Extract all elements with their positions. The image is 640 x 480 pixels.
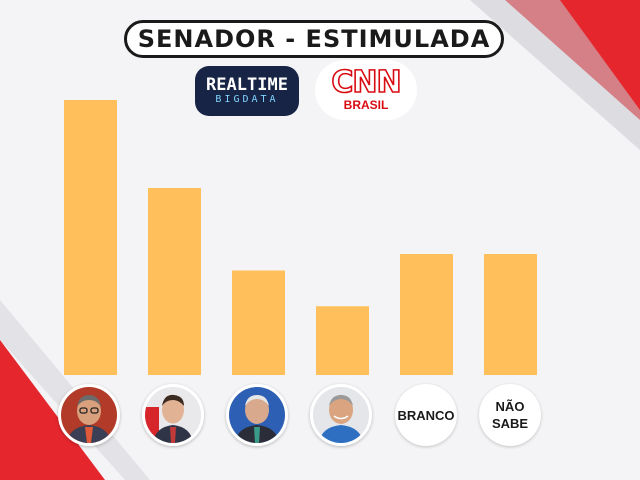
category-label-branco: BRANCO [397,407,455,423]
candidate-4-photo-icon [313,387,369,443]
bottom-left-red-stripe [0,340,105,480]
bar-1 [64,100,117,375]
candidate-1-photo-icon [61,387,117,443]
candidate-3-photo-icon [229,387,285,443]
bar-2 [148,188,201,375]
bar-4 [316,306,369,375]
branco-label-circle: BRANCO [395,384,457,446]
chart-title: SENADOR - ESTIMULADA [137,25,491,53]
nao-sabe-label-circle: NÃO SABE [479,384,541,446]
bar-5 [400,254,453,375]
brasil-logo-text: BRASIL [343,98,389,112]
bigdata-logo-text: BIGDATA [215,94,279,105]
candidate-2-photo-icon [145,387,201,443]
bar-3 [232,270,285,375]
cnn-logo-text: CNN [331,65,403,100]
bar-6 [484,254,537,375]
chart-title-pill: SENADOR - ESTIMULADA [124,20,504,58]
candidate-3-avatar [226,384,288,446]
cnn-brasil-logo: CNN BRASIL [315,60,417,120]
top-right-gray-stripe [470,0,640,150]
realtime-bigdata-logo: REALTIME BIGDATA [195,66,299,116]
candidate-2-avatar [142,384,204,446]
candidate-4-avatar [310,384,372,446]
category-label-nao-sabe: NÃO SABE [491,399,529,431]
candidate-1-avatar [58,384,120,446]
realtime-logo-text: REALTIME [206,75,288,95]
